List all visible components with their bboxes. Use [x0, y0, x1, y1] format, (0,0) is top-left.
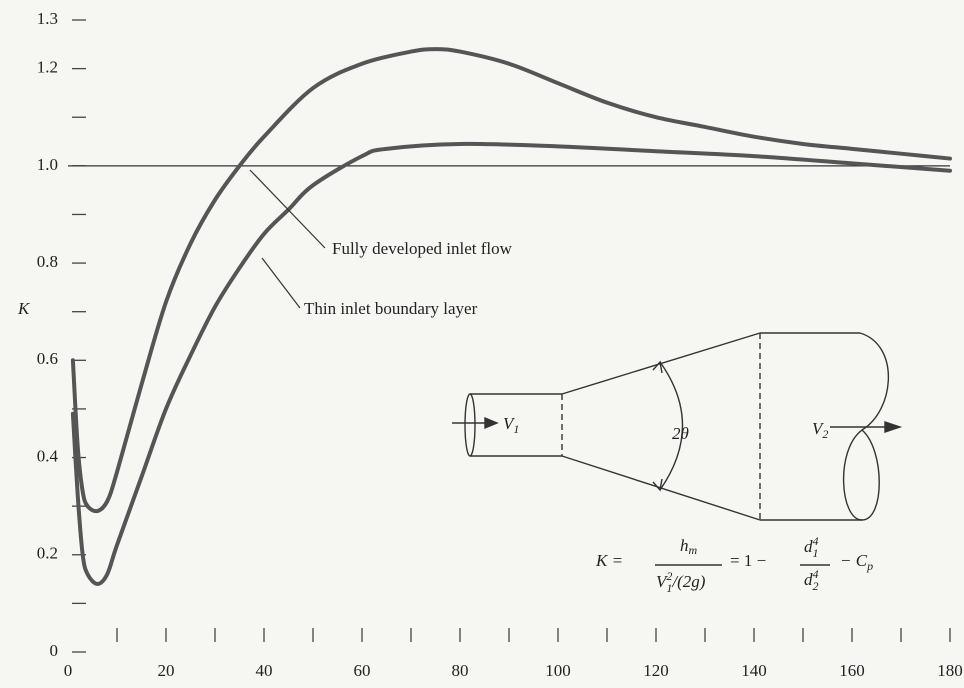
v1-main: V: [503, 414, 516, 433]
x-tick-label: 0: [64, 661, 73, 680]
formula-part: 4: [813, 567, 819, 581]
y-tick-label: 0.2: [37, 544, 58, 563]
x-tick-label: 140: [741, 661, 767, 680]
formula-part: 2: [813, 579, 819, 593]
formula-lhs: K =: [595, 551, 623, 570]
series-line: [70, 141, 952, 586]
annotation-leader: [261, 257, 301, 309]
formula-part: 1: [813, 546, 819, 560]
formula-part: h: [680, 536, 689, 555]
y-tick-label: 1.3: [37, 9, 58, 28]
x-tick-label: 20: [158, 661, 175, 680]
y-tick-label: 0.8: [37, 252, 58, 271]
formula-part: p: [866, 559, 873, 573]
formula-num2: d4 1: [804, 534, 819, 560]
angle-arc: [659, 361, 684, 491]
y-tick-label: 1.2: [37, 58, 58, 77]
formula-part: 1: [666, 581, 672, 595]
formula-part: 4: [813, 534, 819, 548]
v2-label: V2: [812, 419, 828, 441]
v1-sub: 1: [513, 422, 519, 436]
x-tick-label: 160: [839, 661, 865, 680]
formula-part: /(2g): [671, 572, 705, 591]
angle-label: 2θ: [672, 424, 689, 443]
outlet-cut: [842, 332, 889, 521]
flow-arrowhead: [884, 421, 903, 433]
diffuser-diagram: [452, 332, 903, 566]
series-line: [70, 47, 952, 514]
v2-sub: 2: [822, 427, 828, 441]
x-tick-label: 120: [643, 661, 669, 680]
y-tick-label: 1.0: [37, 155, 58, 174]
formula-tail: − Cp: [840, 551, 873, 573]
x-tick-label: 80: [452, 661, 469, 680]
formula-mid: = 1 −: [730, 551, 766, 570]
x-tick-label: 100: [545, 661, 571, 680]
formula-part: m: [689, 543, 698, 557]
formula-part: d: [804, 570, 813, 589]
x-tick-label: 40: [256, 661, 273, 680]
angle-arrowheads: [652, 360, 663, 492]
formula-part: V: [656, 572, 669, 591]
v1-label: V1: [503, 414, 519, 436]
formula-part: d: [804, 537, 813, 556]
y-tick-label: 0.6: [37, 349, 58, 368]
formula-den1: V2 1/(2g): [656, 569, 706, 595]
series-annotation: Fully developed inlet flow: [332, 239, 513, 258]
y-axis-label: K: [17, 299, 31, 318]
formula-part: − C: [840, 551, 868, 570]
y-tick-label: 0: [50, 641, 59, 660]
x-tick-label: 180: [937, 661, 963, 680]
v2-main: V: [812, 419, 825, 438]
series-annotation: Thin inlet boundary layer: [304, 299, 478, 318]
formula-part: 2: [666, 569, 672, 583]
formula-den2: d4 2: [804, 567, 819, 593]
flow-arrowhead: [484, 416, 499, 430]
y-tick-label: 0.4: [37, 446, 59, 465]
annotation-leader: [249, 169, 326, 249]
formula-num1: hm: [680, 536, 698, 557]
x-tick-label: 60: [354, 661, 371, 680]
